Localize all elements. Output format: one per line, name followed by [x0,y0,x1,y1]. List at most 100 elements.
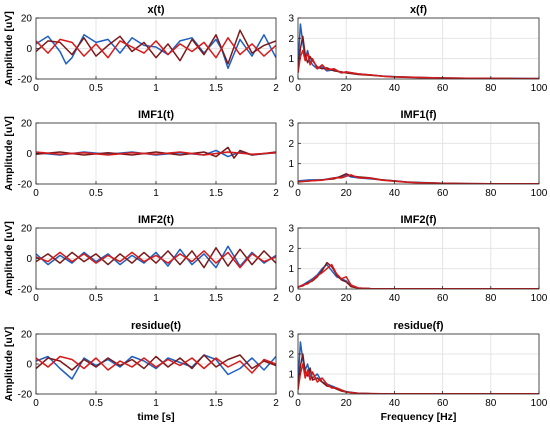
y-tick-label: -20 [18,285,33,296]
series-line-3 [36,37,276,59]
x-tick-label: 0.5 [89,83,103,94]
x-tick-label: 60 [437,188,449,199]
x-tick-label: 40 [389,398,401,409]
x-tick-label: 1 [153,293,159,304]
y-tick-label: 20 [21,330,33,341]
axes-frame [297,333,540,395]
series-line-3 [36,355,276,374]
y-tick-label: 1 [288,54,294,65]
y-tick-label: 0 [26,44,32,55]
y-axis-label: Amplitude [uV] [3,116,15,191]
x-axis-label: Frequency [Hz] [381,411,457,423]
y-tick-label: -20 [18,180,33,191]
y-tick-label: 2 [288,350,294,361]
subplot-title: residue(t) [131,320,181,332]
y-tick-label: 1 [288,370,294,381]
subplot-title: IMF2(t) [138,214,174,226]
x-tick-label: 20 [341,83,353,94]
x-tick-label: 100 [531,83,548,94]
traces [298,23,539,79]
traces [36,245,276,269]
x-tick-label: 20 [341,398,353,409]
y-tick-label: 3 [288,224,294,235]
y-tick-label: 0 [288,285,294,296]
x-tick-label: 0.5 [89,293,103,304]
y-tick-label: 0 [288,180,294,191]
y-axis-label: Amplitude [uV] [3,327,15,402]
y-tick-label: 2 [288,34,294,45]
traces [36,29,276,70]
x-tick-label: 80 [485,188,497,199]
y-tick-label: -20 [18,390,33,401]
subplot-2: 0 20 40 60 80 100 0 1 2 3 x(f) [288,4,547,94]
x-tick-label: 1.5 [209,398,223,409]
x-tick-label: 0 [33,398,39,409]
y-tick-label: -20 [18,75,33,86]
traces [36,146,276,159]
x-tick-label: 80 [485,398,497,409]
x-tick-label: 100 [531,293,548,304]
y-tick-label: 20 [21,224,33,235]
x-tick-label: 40 [389,293,401,304]
subplot-title: IMF1(f) [400,109,436,121]
series-line-3 [298,49,539,79]
x-tick-label: 2 [273,188,279,199]
plot-area [298,123,539,184]
subplot-title: residue(f) [393,320,443,332]
subplot-title: IMF1(t) [138,109,174,121]
series-line-1 [36,354,276,380]
x-tick-label: 0 [295,188,301,199]
x-tick-label: 100 [531,398,548,409]
y-tick-label: 20 [21,14,33,25]
x-tick-label: 0.5 [89,188,103,199]
y-axis-label: Amplitude [uV] [3,11,15,86]
y-axis-label: Amplitude [uV] [3,221,15,296]
series-line-2 [36,29,276,65]
y-tick-label: 1 [288,264,294,275]
series-line-3 [36,151,276,156]
x-tick-label: 0 [295,398,301,409]
traces [36,354,276,380]
x-tick-label: 20 [341,293,353,304]
x-tick-label: 40 [389,188,401,199]
y-tick-label: 0 [288,75,294,86]
x-tick-label: 40 [389,83,401,94]
x-tick-label: 1.5 [209,188,223,199]
subplot-title: x(t) [147,4,164,16]
x-tick-label: 1 [153,188,159,199]
subplot-8: 0 20 40 60 80 100 0 1 2 3 residue(f) Frequency [Hz] [288,320,547,423]
subplot-4: 0 20 40 60 80 100 0 1 2 3 IMF1(f) [288,109,547,199]
plot-area [298,228,539,289]
x-tick-label: 2 [273,83,279,94]
x-axis-label: time [s] [137,411,174,423]
subplot-6: 0 20 40 60 80 100 0 1 2 3 IMF2(f) [288,214,547,304]
y-tick-label: 1 [288,159,294,170]
y-tick-label: 3 [288,330,294,341]
series-line-2 [36,247,276,269]
x-tick-label: 0 [295,293,301,304]
y-tick-label: 3 [288,119,294,130]
x-tick-label: 60 [437,293,449,304]
y-tick-label: 2 [288,139,294,150]
x-tick-label: 80 [485,83,497,94]
x-tick-label: 0.5 [89,398,103,409]
x-tick-label: 100 [531,188,548,199]
x-tick-label: 60 [437,83,449,94]
subplot-title: IMF2(f) [400,214,436,226]
y-tick-label: 0 [288,390,294,401]
y-tick-label: 2 [288,244,294,255]
x-tick-label: 60 [437,398,449,409]
axes-frame [297,227,540,290]
x-tick-label: 80 [485,293,497,304]
x-tick-label: 1.5 [209,83,223,94]
axes-frame [297,17,540,80]
series-line-1 [36,34,276,70]
x-tick-label: 1.5 [209,293,223,304]
x-tick-label: 2 [273,293,279,304]
series-line-2 [36,354,276,371]
